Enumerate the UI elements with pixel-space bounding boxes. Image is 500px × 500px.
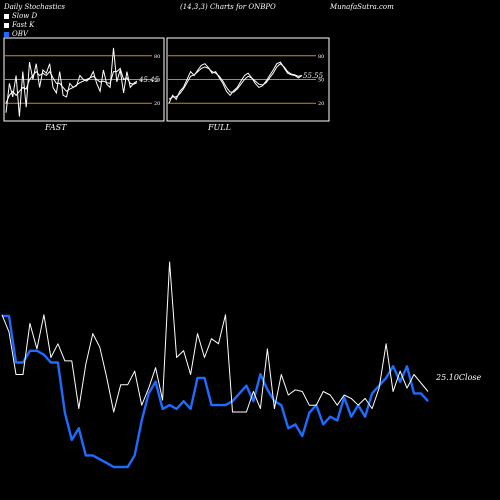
full-panel-label: FULL <box>208 123 231 132</box>
fast-panel-label: FAST <box>45 123 67 132</box>
fast-series-fast-k <box>5 47 138 117</box>
legend-label-fast-k: Fast K <box>12 21 35 29</box>
legend-swatch-slow-d <box>4 13 9 19</box>
last-price-label: 25.10Close <box>435 373 482 382</box>
legend-label-obv: OBV <box>12 30 28 38</box>
full-tick-label-20: 20 <box>318 101 324 107</box>
full-tick-label-50: 50 <box>318 78 324 84</box>
legend-swatch-fast-k <box>4 22 9 28</box>
chart-params: (14,3,3) Charts for ONBPO <box>180 3 276 11</box>
full-series-slow-d <box>168 63 303 100</box>
legend-label-slow-d: Slow D <box>12 12 38 20</box>
fast-last-value-label: 45.45 <box>138 76 160 84</box>
legend-swatch-obv <box>4 31 9 37</box>
full-series-fast-k <box>168 61 303 104</box>
obv-line <box>2 314 429 469</box>
fast-tick-label-50: 50 <box>154 78 160 84</box>
full-tick-label-80: 80 <box>318 54 324 60</box>
price-obv-plot <box>1 261 429 469</box>
close-price-line <box>1 261 429 413</box>
fast-panel-plot: 80 50 20 <box>4 47 160 117</box>
chart-title: Daily Stochastics <box>4 3 66 11</box>
site-name: MunafaSutra.com <box>330 3 394 11</box>
fast-tick-label-80: 80 <box>154 54 160 60</box>
legend-fast-k: Fast K <box>4 21 34 29</box>
legend-slow-d: Slow D <box>4 12 37 20</box>
full-last-value-label: 55.55 <box>303 72 324 80</box>
full-panel-plot: 80 50 20 <box>167 54 324 107</box>
legend-obv: OBV <box>4 30 28 38</box>
fast-tick-label-20: 20 <box>154 101 160 107</box>
fast-series-slow-d <box>5 67 138 104</box>
